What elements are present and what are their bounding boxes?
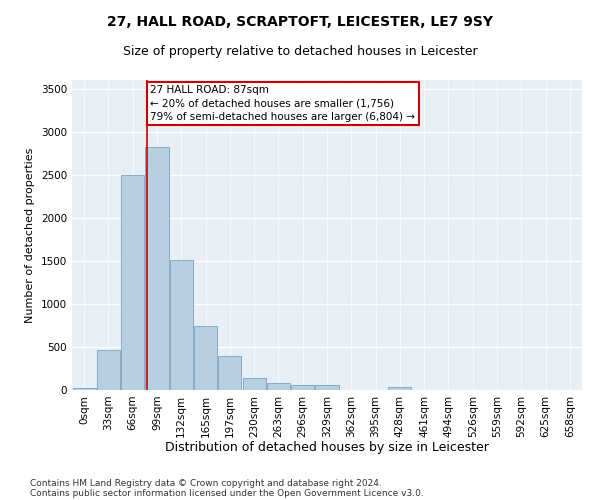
Text: 27, HALL ROAD, SCRAPTOFT, LEICESTER, LE7 9SY: 27, HALL ROAD, SCRAPTOFT, LEICESTER, LE7… [107, 15, 493, 29]
Bar [242, 378, 266, 390]
Bar [97, 350, 120, 390]
Bar [73, 388, 95, 390]
Bar [170, 260, 193, 390]
Bar [194, 326, 217, 390]
Bar [388, 386, 412, 390]
Text: 27 HALL ROAD: 87sqm
← 20% of detached houses are smaller (1,756)
79% of semi-det: 27 HALL ROAD: 87sqm ← 20% of detached ho… [151, 85, 415, 122]
Bar [267, 383, 290, 390]
Text: Size of property relative to detached houses in Leicester: Size of property relative to detached ho… [122, 45, 478, 58]
X-axis label: Distribution of detached houses by size in Leicester: Distribution of detached houses by size … [165, 441, 489, 454]
Text: Contains public sector information licensed under the Open Government Licence v3: Contains public sector information licen… [30, 488, 424, 498]
Bar [316, 386, 338, 390]
Y-axis label: Number of detached properties: Number of detached properties [25, 148, 35, 322]
Bar [145, 147, 169, 390]
Text: Contains HM Land Registry data © Crown copyright and database right 2024.: Contains HM Land Registry data © Crown c… [30, 478, 382, 488]
Bar [291, 386, 314, 390]
Bar [218, 356, 241, 390]
Bar [121, 174, 144, 390]
